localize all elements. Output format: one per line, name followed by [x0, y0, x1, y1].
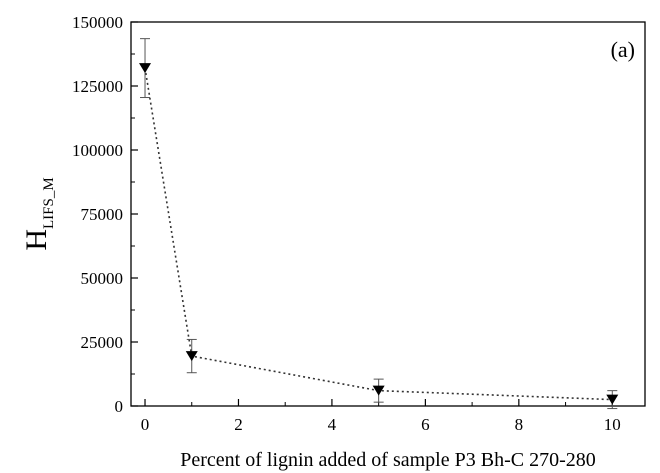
x-tick-label: 4 — [328, 415, 337, 434]
data-point-marker — [139, 63, 152, 74]
series-layer — [139, 38, 619, 410]
x-tick-label: 2 — [234, 415, 243, 434]
series-line — [144, 67, 613, 401]
x-tick-label: 10 — [604, 415, 621, 434]
x-tick-label: 6 — [421, 415, 430, 434]
axis-ticks — [131, 21, 613, 407]
y-tick-label: 125000 — [72, 77, 123, 96]
y-tick-label: 25000 — [81, 333, 124, 352]
y-tick-label: 75000 — [81, 205, 124, 224]
plot-frame — [130, 21, 646, 407]
data-point-marker — [185, 351, 198, 362]
x-tick-label: 0 — [141, 415, 150, 434]
y-axis-label-main: H — [20, 229, 53, 251]
data-point-marker — [372, 385, 385, 396]
data-point-marker — [606, 394, 619, 405]
x-tick-label: 8 — [515, 415, 524, 434]
y-tick-label: 50000 — [81, 269, 124, 288]
tick-labels: 0 2 4 6 8 10 0 25000 50000 75000 100000 125000 15000… — [72, 13, 621, 434]
y-axis-label: HLIFS_M — [20, 177, 57, 250]
y-tick-label: 0 — [115, 397, 124, 416]
y-axis-label-subscript: LIFS_M — [41, 177, 57, 229]
y-tick-label: 100000 — [72, 141, 123, 160]
y-tick-label: 150000 — [72, 13, 123, 32]
x-axis-label: Percent of lignin added of sample P3 Bh-… — [180, 449, 596, 471]
panel-label: (a) — [611, 37, 635, 62]
